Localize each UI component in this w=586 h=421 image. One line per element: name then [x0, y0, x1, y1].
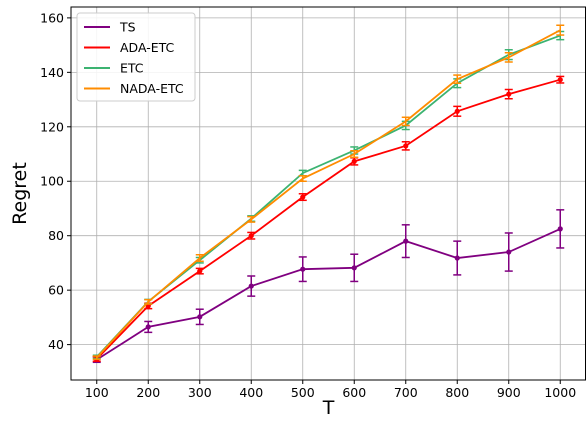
x-tick-label: 800 — [445, 385, 469, 400]
data-point — [506, 249, 512, 255]
legend-label: NADA-ETC — [120, 81, 184, 96]
legend-box — [76, 12, 196, 102]
data-point — [248, 283, 254, 289]
legend-item: ETC — [84, 61, 144, 76]
data-point — [557, 226, 563, 232]
series-lines — [92, 24, 565, 364]
x-tick-label: 400 — [239, 385, 263, 400]
y-tick-label: 100 — [40, 174, 64, 189]
x-tick-label: 1000 — [544, 385, 576, 400]
x-tick-label: 300 — [188, 385, 212, 400]
legend-label: ADA-ETC — [120, 40, 175, 55]
data-point — [403, 238, 409, 244]
y-tick-label: 140 — [40, 65, 64, 80]
x-tick-label: 900 — [497, 385, 521, 400]
legend-item: NADA-ETC — [84, 81, 184, 96]
x-tick-label: 600 — [342, 385, 366, 400]
data-point — [506, 91, 512, 97]
data-point — [557, 77, 563, 83]
y-tick-label: 80 — [48, 228, 64, 243]
grid-lines — [71, 7, 586, 380]
data-point — [454, 255, 460, 261]
series-line — [96, 29, 561, 359]
legend-label: TS — [119, 20, 136, 35]
legend-item: TS — [84, 20, 136, 35]
y-tick-label: 40 — [48, 337, 64, 352]
data-point — [145, 324, 151, 330]
axis-ticks: 100 200 300 400 500 600 700 800 900 1000 40 60 80 100… — [40, 10, 576, 400]
data-point — [454, 108, 460, 114]
series-nada-etc — [92, 24, 565, 361]
x-tick-label: 700 — [394, 385, 418, 400]
data-point — [403, 143, 409, 149]
data-point — [197, 268, 203, 274]
legend: TS ADA-ETC ETC NADA-ETC — [76, 12, 196, 102]
y-tick-label: 120 — [40, 119, 64, 134]
data-point — [351, 158, 357, 164]
data-point — [351, 265, 357, 271]
data-point — [300, 194, 306, 200]
series-ts — [92, 209, 565, 364]
y-axis-label: Regret — [9, 162, 31, 225]
legend-item: ADA-ETC — [84, 40, 175, 55]
x-tick-label: 100 — [85, 385, 109, 400]
series-line — [96, 78, 561, 360]
legend-label: ETC — [120, 61, 144, 76]
data-point — [197, 314, 203, 320]
data-point — [248, 233, 254, 239]
x-axis-label: T — [322, 397, 335, 419]
x-tick-label: 500 — [291, 385, 315, 400]
y-tick-label: 160 — [40, 10, 64, 25]
series-ada-etc — [92, 75, 565, 362]
data-point — [300, 266, 306, 272]
y-tick-label: 60 — [48, 283, 64, 298]
x-tick-label: 200 — [136, 385, 160, 400]
series-line — [96, 228, 561, 361]
